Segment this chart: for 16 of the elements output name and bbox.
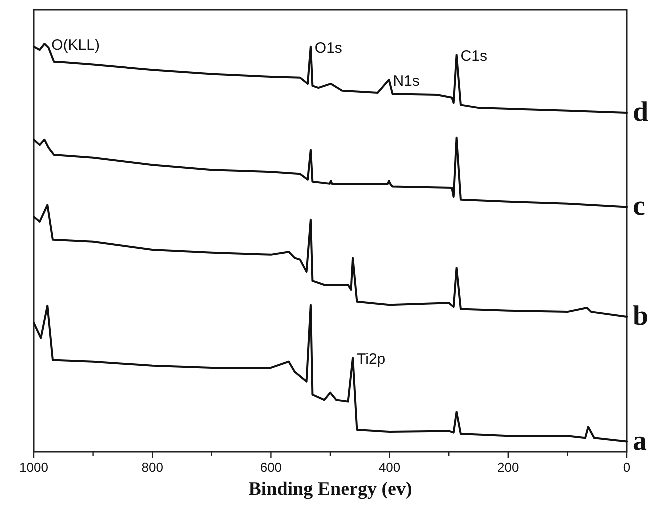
- series-label: a: [633, 426, 647, 457]
- series-label: c: [633, 191, 646, 222]
- x-tick-label: 600: [260, 460, 282, 475]
- annotation: C1s: [460, 48, 488, 66]
- x-tick-label: 200: [498, 460, 520, 475]
- x-tick-label: 0: [623, 460, 631, 475]
- series-label: d: [633, 96, 649, 128]
- x-tick-label: 400: [378, 460, 401, 475]
- x-tick-label: 1000: [20, 460, 48, 475]
- x-tick-label: 800: [142, 460, 164, 475]
- series-label: b: [633, 300, 649, 332]
- annotation: O(KLL): [52, 37, 100, 54]
- annotation: N1s: [393, 72, 420, 90]
- x-axis-title: Binding Energy (ev): [248, 479, 412, 500]
- annotation: O1s: [314, 40, 342, 57]
- annotation: Ti2p: [357, 351, 386, 368]
